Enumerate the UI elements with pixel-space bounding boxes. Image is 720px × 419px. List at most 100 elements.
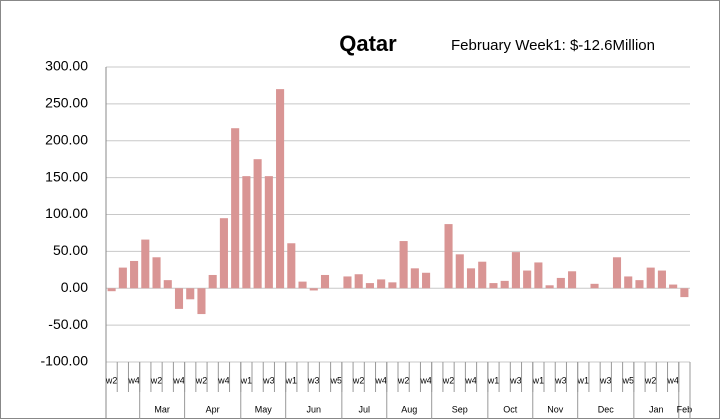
bar	[399, 241, 408, 289]
x-tick-label: w5	[621, 375, 634, 385]
month-label: Sep	[452, 404, 468, 414]
x-tick-label: w1	[487, 375, 500, 385]
bar	[118, 267, 127, 289]
chart-title: Qatar	[339, 31, 397, 56]
bar	[422, 272, 431, 289]
y-tick-label: 300.00	[45, 58, 88, 74]
bar	[174, 288, 184, 309]
bar	[320, 274, 330, 289]
x-tick-label: w4	[127, 375, 140, 385]
month-label: Aug	[401, 404, 417, 414]
y-tick-label: 50.00	[53, 242, 88, 258]
bar	[377, 279, 386, 289]
bar	[163, 280, 172, 289]
bar	[141, 239, 150, 289]
bar	[444, 224, 453, 289]
bar	[534, 262, 543, 289]
bar	[657, 270, 666, 289]
bar	[500, 280, 509, 289]
bar	[669, 284, 678, 289]
bar	[410, 268, 419, 289]
y-tick-label: 0.00	[61, 279, 88, 295]
x-tick-label: w2	[150, 375, 163, 385]
bar	[219, 218, 228, 289]
bar	[612, 257, 622, 289]
month-label: Apr	[206, 404, 220, 414]
bar	[242, 176, 251, 289]
bar	[680, 288, 689, 298]
bar	[130, 260, 139, 289]
bar	[556, 277, 565, 289]
x-tick-label: w2	[195, 375, 208, 385]
bar	[635, 280, 644, 289]
x-tick-label: w3	[509, 375, 522, 385]
month-label: Oct	[503, 404, 518, 414]
month-label: Feb	[677, 404, 693, 414]
x-tick-label: w4	[666, 375, 679, 385]
month-label: May	[255, 404, 273, 414]
bar	[152, 257, 161, 289]
x-tick-label: w3	[307, 375, 320, 385]
bar	[478, 261, 487, 289]
bar	[365, 283, 374, 289]
x-tick-label: w4	[419, 375, 432, 385]
month-label: Jun	[307, 404, 322, 414]
bar	[276, 89, 285, 289]
x-tick-label: w1	[240, 375, 253, 385]
x-tick-label: w4	[172, 375, 185, 385]
y-tick-label: -50.00	[48, 316, 88, 332]
y-tick-label: 200.00	[45, 131, 88, 147]
x-tick-label: w5	[329, 375, 342, 385]
bar	[590, 283, 599, 289]
y-tick-label: 250.00	[45, 95, 88, 111]
x-tick-label: w4	[464, 375, 477, 385]
chart-subtitle: February Week1: $-12.6Million	[451, 37, 655, 54]
bar	[343, 276, 352, 289]
y-tick-label: -100.00	[41, 353, 89, 369]
x-tick-label: w1	[577, 375, 590, 385]
month-label: Jul	[359, 404, 371, 414]
bar	[264, 176, 273, 289]
x-tick-label: w2	[442, 375, 455, 385]
bar	[309, 288, 318, 291]
bar	[511, 252, 520, 289]
bar	[388, 282, 397, 289]
bar	[545, 285, 554, 289]
month-label: Mar	[154, 404, 170, 414]
bar	[646, 267, 655, 289]
bar	[107, 288, 116, 292]
bar	[568, 271, 577, 289]
bar	[523, 270, 532, 289]
bar	[354, 274, 363, 289]
bar	[208, 274, 217, 289]
month-label: Jan	[649, 404, 664, 414]
x-tick-label: w2	[352, 375, 365, 385]
bar	[253, 159, 262, 289]
bar	[489, 283, 498, 289]
x-tick-label: w3	[599, 375, 612, 385]
x-tick-label: w4	[217, 375, 230, 385]
month-label: Nov	[547, 404, 564, 414]
bar	[466, 268, 476, 289]
bar	[197, 288, 206, 315]
bar	[455, 254, 464, 289]
x-tick-label: w4	[374, 375, 387, 385]
bar	[186, 288, 195, 300]
x-tick-label: w1	[285, 375, 298, 385]
bar	[231, 128, 240, 289]
bar	[298, 281, 307, 289]
month-label: Dec	[598, 404, 615, 414]
x-tick-label: w2	[397, 375, 410, 385]
y-tick-label: 150.00	[45, 168, 88, 184]
x-tick-label: w1	[532, 375, 545, 385]
x-tick-label: w2	[644, 375, 657, 385]
bar	[624, 276, 633, 289]
y-tick-label: 100.00	[45, 205, 88, 221]
x-tick-label: w3	[262, 375, 275, 385]
bar	[287, 243, 296, 289]
x-tick-label: w3	[554, 375, 567, 385]
x-tick-label: w2	[105, 375, 118, 385]
